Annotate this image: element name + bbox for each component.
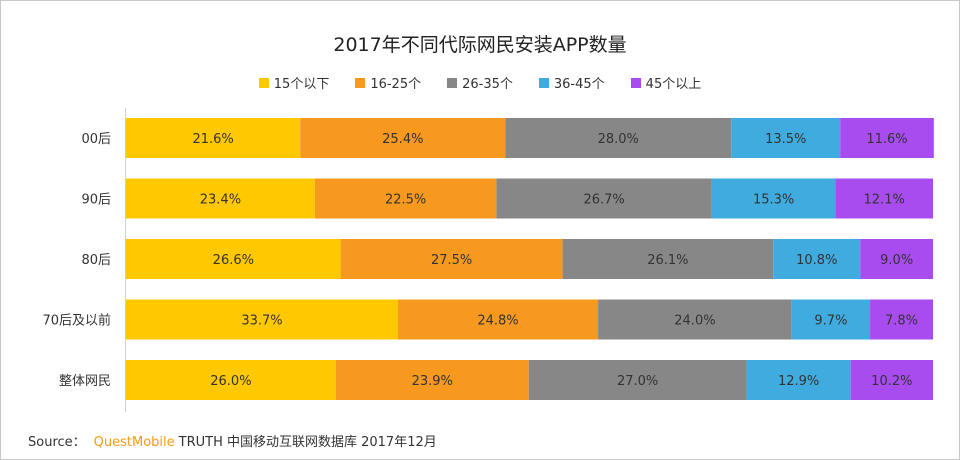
legend-item-1: 16-25个 <box>355 73 421 92</box>
data-label-3-1: 24.8% <box>477 314 518 329</box>
legend-swatch-0 <box>258 77 269 88</box>
bar-3-1 <box>397 299 599 340</box>
category-label-4: 整体网民 <box>59 374 111 389</box>
bar-0-1 <box>300 118 506 158</box>
source-note: Source： QuestMobile TRUTH 中国移动互联网数据库 2017年… <box>28 431 437 450</box>
data-label-0-2: 28.0% <box>598 132 639 147</box>
bar-1-4 <box>835 178 933 219</box>
bar-4-1 <box>335 360 529 400</box>
bar-3-0 <box>126 299 398 340</box>
bar-2-1 <box>340 239 563 279</box>
legend-item-3: 36-45个 <box>538 73 605 92</box>
bar-0-3 <box>731 118 841 158</box>
data-label-1-0: 23.4% <box>200 193 241 208</box>
bar-1-2 <box>496 178 712 219</box>
bar-2-2 <box>562 239 774 279</box>
data-label-1-1: 22.5% <box>385 193 426 208</box>
data-label-4-0: 26.0% <box>210 374 251 389</box>
bar-0-2 <box>505 118 732 158</box>
legend-swatch-3 <box>538 77 549 88</box>
data-label-0-1: 25.4% <box>382 132 423 147</box>
legend-label-2: 26-35个 <box>462 77 513 92</box>
data-label-2-2: 26.1% <box>647 253 688 268</box>
source-rest: TRUTH 中国移动互联网数据库 2017年12月 <box>178 435 437 450</box>
data-label-0-0: 21.6% <box>192 132 233 147</box>
data-label-0-3: 13.5% <box>765 132 806 147</box>
data-label-4-3: 12.9% <box>778 374 819 389</box>
bar-1-3 <box>711 178 836 219</box>
data-label-1-3: 15.3% <box>753 193 794 208</box>
category-label-1: 90后 <box>81 193 111 208</box>
data-label-0-4: 11.6% <box>866 132 907 147</box>
chart-legend: 15个以下 16-25个 26-35个 36-45个 45个以上 <box>0 73 960 92</box>
legend-item-2: 26-35个 <box>447 73 513 92</box>
category-label-0: 00后 <box>81 132 111 147</box>
bar-1-0 <box>126 178 315 219</box>
data-label-2-1: 27.5% <box>431 253 472 268</box>
bar-4-2 <box>528 360 747 400</box>
legend-swatch-1 <box>355 77 366 88</box>
data-label-4-1: 23.9% <box>412 374 453 389</box>
data-label-2-0: 26.6% <box>213 253 254 268</box>
data-label-1-2: 26.7% <box>583 193 624 208</box>
data-label-3-2: 24.0% <box>674 314 715 329</box>
data-label-4-2: 27.0% <box>617 374 658 389</box>
category-label-2: 80后 <box>81 253 111 268</box>
legend-swatch-4 <box>630 77 641 88</box>
data-label-3-0: 33.7% <box>241 314 282 329</box>
data-label-2-3: 10.8% <box>796 253 837 268</box>
bar-3-3 <box>791 299 871 340</box>
bar-1-1 <box>314 178 497 219</box>
bar-4-3 <box>746 360 851 400</box>
data-label-2-4: 9.0% <box>880 253 913 268</box>
bar-0-0 <box>126 118 301 158</box>
bar-4-0 <box>126 360 336 400</box>
legend-label-3: 36-45个 <box>553 77 605 92</box>
chart-title: 2017年不同代际网民安装APP数量 <box>333 34 627 56</box>
bar-0-4 <box>840 118 934 158</box>
source-prefix: Source： <box>28 435 86 450</box>
bar-3-4 <box>870 299 933 340</box>
legend-label-1: 16-25个 <box>370 77 422 92</box>
legend-item-4: 45个以上 <box>630 73 702 92</box>
bar-2-3 <box>773 239 861 279</box>
data-label-3-3: 9.7% <box>814 314 847 329</box>
legend-item-0: 15个以下 <box>258 73 330 92</box>
data-label-4-4: 10.2% <box>871 374 912 389</box>
data-label-3-4: 7.8% <box>885 314 918 329</box>
legend-swatch-2 <box>447 77 458 88</box>
source-brand: QuestMobile <box>93 435 175 450</box>
bar-4-4 <box>850 360 933 400</box>
legend-label-0: 15个以下 <box>273 77 330 92</box>
bar-2-0 <box>126 239 341 279</box>
bar-3-2 <box>598 299 792 340</box>
data-label-1-4: 12.1% <box>864 193 905 208</box>
category-label-3: 70后及以前 <box>42 313 111 329</box>
legend-label-4: 45个以上 <box>645 77 702 92</box>
bar-2-4 <box>860 239 933 279</box>
